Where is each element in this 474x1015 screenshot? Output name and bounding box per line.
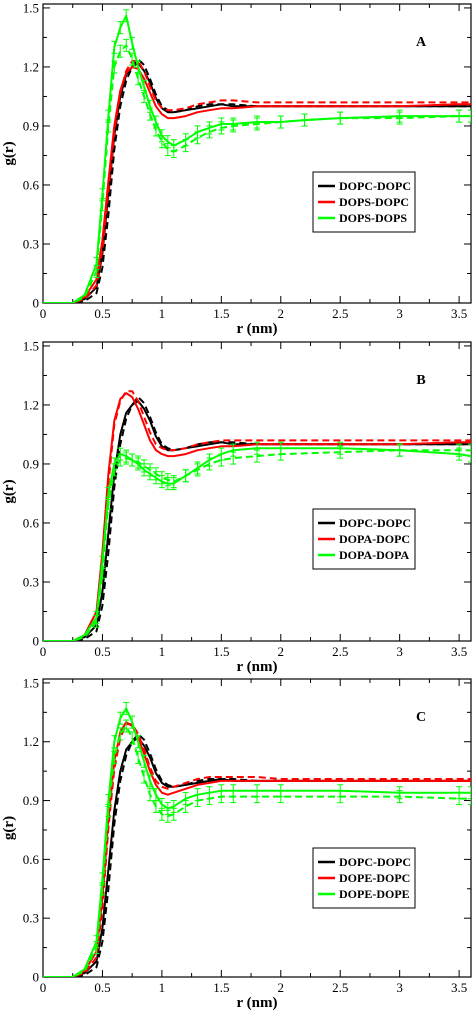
- x-axis-label: r (nm): [237, 995, 278, 1010]
- y-tick-label: 0.9: [23, 456, 39, 471]
- legend-label: DOPS-DOPS: [339, 211, 407, 225]
- x-tick-label: 1: [159, 644, 166, 659]
- y-tick-label: 0: [33, 970, 40, 985]
- y-tick-label: 0.6: [23, 515, 40, 530]
- legend-label: DOPS-DOPC: [339, 195, 409, 209]
- series-group: [43, 701, 471, 977]
- y-tick-label: 0.6: [23, 177, 40, 192]
- x-tick-label: 2: [278, 306, 285, 321]
- x-tick-label: 0: [40, 306, 47, 321]
- x-tick-label: 3.5: [451, 644, 467, 659]
- chart-panel-c: 0 0.5 1 1.5 2 2.5 3 3.5 0 0.3 0.6 0.9 1.2 1.5 r (nm) g(…: [1, 675, 472, 1011]
- series-line-dopc-dopc-dashed: [43, 396, 471, 641]
- y-tick-label: 0: [33, 296, 40, 311]
- y-tick-label: 1.5: [23, 675, 39, 690]
- x-tick-label: 0.5: [94, 306, 110, 321]
- y-tick-label: 0.9: [23, 118, 39, 133]
- y-tick-label: 0.6: [23, 852, 40, 867]
- plot-frame: [42, 341, 472, 642]
- y-tick-label: 0.3: [23, 236, 39, 251]
- x-tick-label: 2.5: [332, 644, 348, 659]
- x-tick-label: 1: [159, 980, 166, 995]
- x-tick-label: 0: [40, 980, 47, 995]
- x-axis-label: r (nm): [237, 659, 278, 675]
- x-tick-label: 3: [396, 306, 403, 321]
- series-line-dope-dopc-dashed: [43, 723, 471, 977]
- panel-label: C: [416, 710, 426, 725]
- y-tick-label: 1.5: [23, 0, 39, 15]
- x-tick-label: 2.5: [332, 306, 348, 321]
- x-tick-label: 3.5: [451, 980, 467, 995]
- y-tick-label: 0.9: [23, 793, 39, 808]
- y-tick-label: 1.5: [23, 338, 39, 353]
- legend-label: DOPA-DOPA: [339, 548, 410, 562]
- y-tick-label: 0.3: [23, 574, 39, 589]
- series-group: [43, 9, 471, 303]
- legend: DOPC-DOPC DOPS-DOPC DOPS-DOPS: [312, 171, 416, 233]
- series-group: [43, 390, 471, 641]
- legend-label: DOPC-DOPC: [339, 516, 411, 530]
- series-line-dops-dops-solid: [43, 14, 471, 303]
- series-line-dops-dopc-dashed: [43, 60, 471, 303]
- legend: DOPC-DOPC DOPA-DOPC DOPA-DOPA: [312, 508, 416, 570]
- legend-label: DOPC-DOPC: [339, 179, 411, 193]
- x-tick-label: 3: [396, 644, 403, 659]
- x-tick-label: 1.5: [213, 644, 229, 659]
- panel-label: A: [416, 35, 427, 50]
- y-axis-label: g(r): [1, 816, 17, 840]
- plot-frame: [42, 678, 472, 978]
- chart-panel-b: 0 0.5 1 1.5 2 2.5 3 3.5 0 0.3 0.6 0.9 1.2 1.5 r (nm) g(…: [1, 338, 472, 675]
- series-line-dopa-dopa-dashed: [43, 449, 471, 641]
- legend: DOPC-DOPC DOPE-DOPC DOPE-DOPE: [312, 847, 416, 909]
- series-line-dopc-dopc-dashed: [43, 58, 471, 303]
- x-tick-label: 0.5: [94, 980, 110, 995]
- x-tick-label: 3: [396, 980, 403, 995]
- x-tick-label: 0.5: [94, 644, 110, 659]
- x-tick-label: 1.5: [213, 980, 229, 995]
- series-line-dope-dope-dashed: [43, 725, 471, 977]
- legend-label: DOPA-DOPC: [339, 532, 410, 546]
- x-tick-label: 1.5: [213, 306, 229, 321]
- x-tick-label: 2: [278, 644, 285, 659]
- x-tick-label: 3.5: [451, 306, 467, 321]
- panel-label: B: [416, 373, 425, 388]
- x-tick-label: 0: [40, 644, 47, 659]
- y-axis-label: g(r): [1, 141, 17, 165]
- legend-label: DOPC-DOPC: [339, 855, 411, 869]
- series-line-dops-dops-dashed: [43, 44, 471, 303]
- legend-label: DOPE-DOPC: [339, 871, 410, 885]
- x-tick-label: 2.5: [332, 980, 348, 995]
- plot-frame: [42, 3, 472, 304]
- y-tick-label: 0.3: [23, 911, 39, 926]
- y-tick-label: 1.2: [23, 59, 39, 74]
- y-axis-label: g(r): [1, 479, 17, 503]
- y-tick-label: 1.2: [23, 734, 39, 749]
- chart-panel-a: 0 0.5 1 1.5 2 2.5 3 3.5 0 0.3 0.6 0.9 1.2 1.5 r (nm) g(…: [1, 0, 472, 337]
- x-tick-label: 2: [278, 980, 285, 995]
- y-tick-label: 1.2: [23, 397, 39, 412]
- x-axis-label: r (nm): [237, 321, 278, 337]
- y-tick-label: 0: [33, 634, 40, 649]
- legend-label: DOPE-DOPE: [339, 887, 410, 901]
- x-tick-label: 1: [159, 306, 166, 321]
